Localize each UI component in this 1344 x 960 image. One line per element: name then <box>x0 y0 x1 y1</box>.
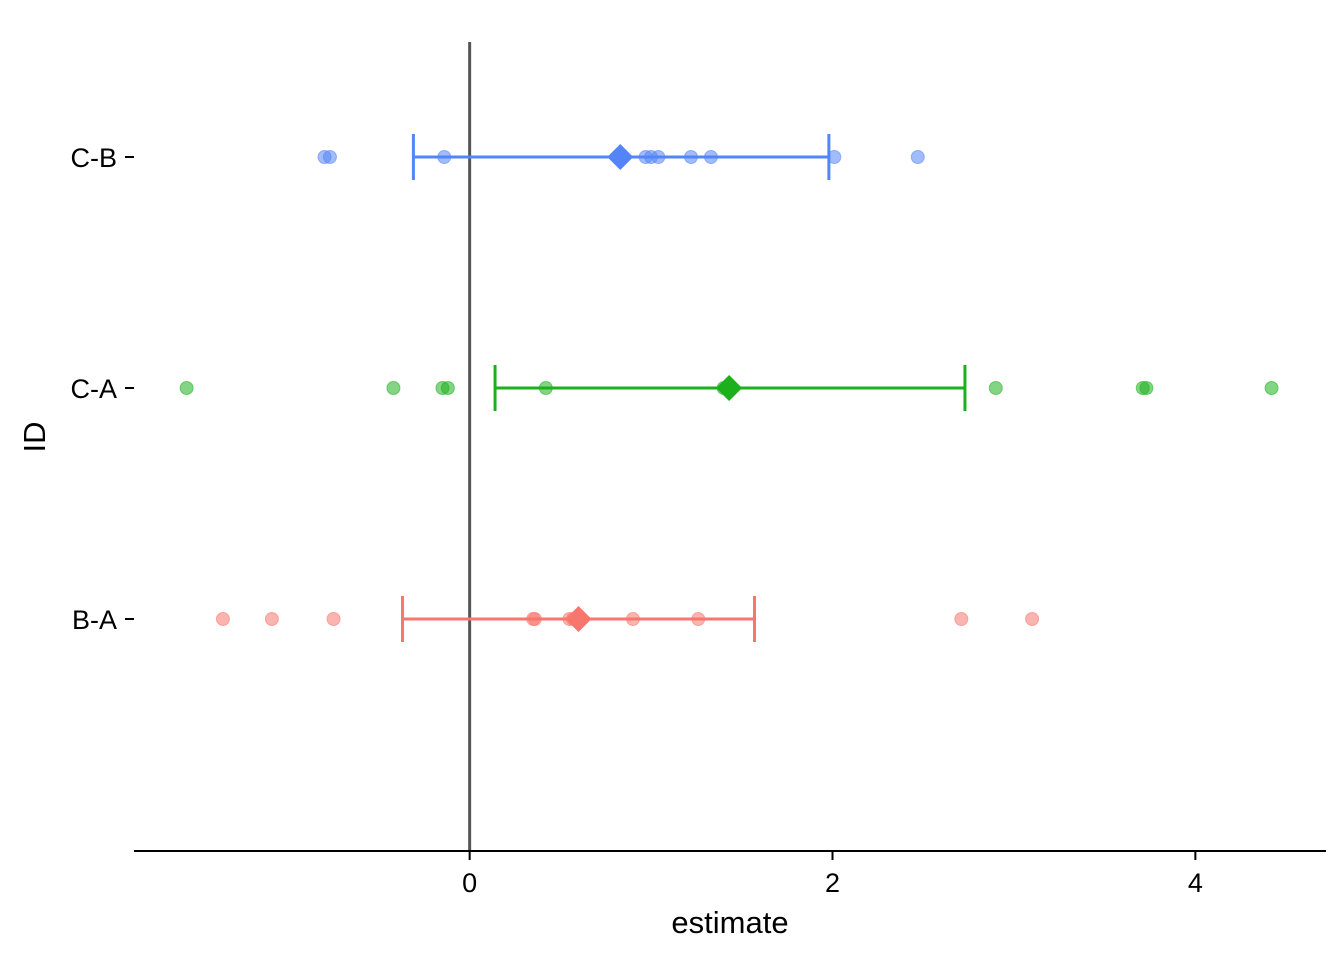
data-point <box>440 381 455 395</box>
x-axis: 0 2 4 <box>462 851 1203 898</box>
x-tick-label: 2 <box>825 868 840 898</box>
series-C-A <box>179 365 1279 411</box>
y-tick-label: C-A <box>71 374 118 404</box>
data-point <box>954 612 969 626</box>
y-tick-label: B-A <box>72 605 117 635</box>
data-point <box>1025 612 1040 626</box>
series-C-B <box>317 134 925 180</box>
mean-marker <box>716 375 743 401</box>
plot-area <box>179 42 1279 851</box>
data-point <box>1264 381 1279 395</box>
mean-marker <box>565 606 592 632</box>
data-point <box>1139 381 1154 395</box>
x-axis-title: estimate <box>671 905 788 940</box>
x-tick-label: 4 <box>1188 868 1203 898</box>
y-tick-label: C-B <box>71 143 118 173</box>
x-tick-label: 0 <box>462 868 477 898</box>
data-point <box>264 612 279 626</box>
data-point <box>179 381 194 395</box>
y-axis: B-A C-A C-B <box>71 143 134 635</box>
data-point <box>215 612 230 626</box>
data-point <box>988 381 1003 395</box>
data-point <box>326 612 341 626</box>
series-B-A <box>215 596 1040 642</box>
mean-marker <box>607 144 634 170</box>
data-point <box>322 150 337 164</box>
data-point <box>910 150 925 164</box>
y-axis-title: ID <box>17 422 52 453</box>
data-point <box>386 381 401 395</box>
